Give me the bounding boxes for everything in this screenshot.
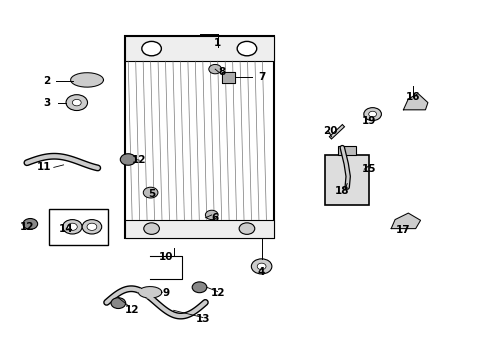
Bar <box>124 36 273 238</box>
Text: 20: 20 <box>322 126 337 136</box>
Bar <box>124 220 273 238</box>
Text: 6: 6 <box>211 213 218 223</box>
Circle shape <box>251 259 271 274</box>
Text: 7: 7 <box>257 72 265 82</box>
Circle shape <box>143 223 159 234</box>
Text: 12: 12 <box>20 222 34 232</box>
Circle shape <box>82 220 102 234</box>
Circle shape <box>23 219 38 229</box>
Text: 12: 12 <box>210 288 224 298</box>
Circle shape <box>237 41 256 56</box>
Circle shape <box>67 223 77 230</box>
Text: 9: 9 <box>163 288 169 298</box>
Circle shape <box>208 64 221 74</box>
Text: 13: 13 <box>195 314 210 324</box>
Circle shape <box>142 41 161 56</box>
Text: 12: 12 <box>124 305 139 315</box>
Circle shape <box>368 111 376 117</box>
Text: 19: 19 <box>361 116 376 126</box>
Text: 2: 2 <box>43 76 50 86</box>
Circle shape <box>62 220 82 234</box>
Bar <box>338 146 355 155</box>
Text: 1: 1 <box>214 38 221 48</box>
Text: 18: 18 <box>334 186 349 196</box>
Circle shape <box>205 210 218 220</box>
Circle shape <box>111 298 125 309</box>
Text: 12: 12 <box>132 155 146 165</box>
Text: 11: 11 <box>37 162 51 172</box>
Text: 16: 16 <box>405 92 420 102</box>
Circle shape <box>66 95 87 111</box>
Circle shape <box>257 263 265 270</box>
Circle shape <box>192 282 206 293</box>
Polygon shape <box>403 94 427 110</box>
Bar <box>325 155 368 205</box>
Polygon shape <box>390 213 420 229</box>
Circle shape <box>143 187 158 198</box>
Text: 10: 10 <box>159 252 173 262</box>
Polygon shape <box>71 73 103 87</box>
Text: 15: 15 <box>361 164 376 174</box>
Circle shape <box>239 223 254 234</box>
Text: 14: 14 <box>59 224 73 234</box>
Text: 5: 5 <box>148 189 155 199</box>
Circle shape <box>72 99 81 106</box>
Polygon shape <box>222 72 234 83</box>
Bar <box>124 36 273 61</box>
Text: 17: 17 <box>395 225 410 235</box>
Circle shape <box>87 223 97 230</box>
Polygon shape <box>138 287 162 298</box>
Text: 8: 8 <box>219 67 225 77</box>
Circle shape <box>363 108 381 121</box>
Text: 3: 3 <box>43 98 50 108</box>
Circle shape <box>120 154 136 165</box>
Text: 4: 4 <box>257 267 265 277</box>
Bar <box>49 209 107 245</box>
